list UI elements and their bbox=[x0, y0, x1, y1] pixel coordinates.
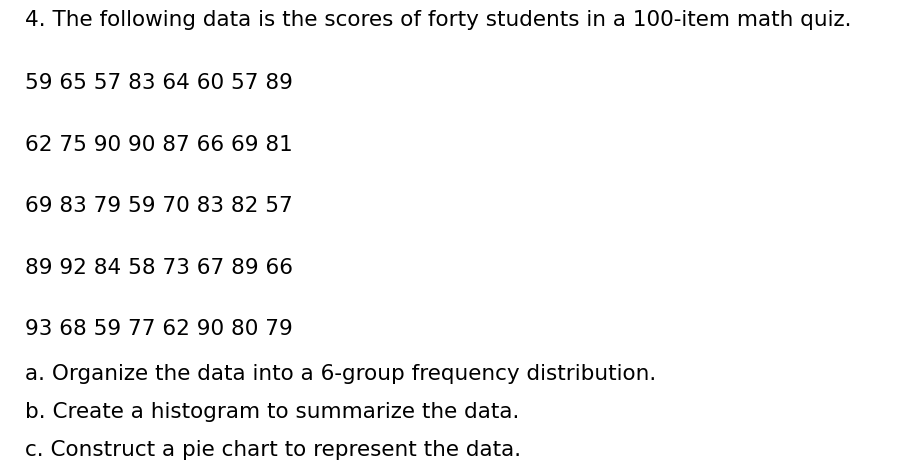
Text: a. Organize the data into a 6-group frequency distribution.: a. Organize the data into a 6-group freq… bbox=[25, 364, 656, 384]
Text: 59 65 57 83 64 60 57 89: 59 65 57 83 64 60 57 89 bbox=[25, 73, 293, 93]
Text: b. Create a histogram to summarize the data.: b. Create a histogram to summarize the d… bbox=[25, 402, 520, 422]
Text: 89 92 84 58 73 67 89 66: 89 92 84 58 73 67 89 66 bbox=[25, 258, 293, 278]
Text: 4. The following data is the scores of forty students in a 100-item math quiz.: 4. The following data is the scores of f… bbox=[25, 10, 851, 30]
Text: 62 75 90 90 87 66 69 81: 62 75 90 90 87 66 69 81 bbox=[25, 135, 293, 155]
Text: c. Construct a pie chart to represent the data.: c. Construct a pie chart to represent th… bbox=[25, 440, 521, 460]
Text: 69 83 79 59 70 83 82 57: 69 83 79 59 70 83 82 57 bbox=[25, 196, 293, 216]
Text: 93 68 59 77 62 90 80 79: 93 68 59 77 62 90 80 79 bbox=[25, 319, 293, 339]
